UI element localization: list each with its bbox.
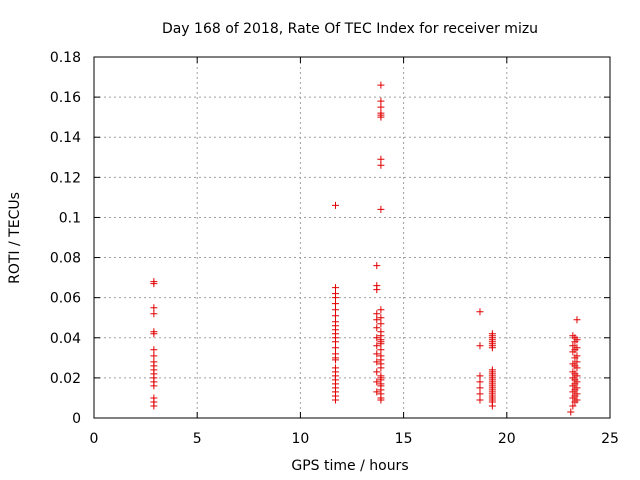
chart-title: Day 168 of 2018, Rate Of TEC Index for r… (162, 21, 538, 37)
data-point (377, 205, 385, 213)
data-point (150, 304, 158, 312)
data-point (476, 308, 484, 316)
data-point (573, 364, 581, 372)
data-point (373, 316, 381, 324)
data-point (331, 306, 339, 314)
data-point (569, 402, 577, 410)
data-point (373, 388, 381, 396)
y-tick-label: 0.04 (50, 331, 81, 347)
data-point (377, 103, 385, 111)
y-tick-label: 0.12 (50, 170, 81, 186)
data-point (331, 344, 339, 352)
x-tick-label: 5 (193, 431, 202, 447)
data-point (150, 402, 158, 410)
data-point (476, 378, 484, 386)
data-point (573, 372, 581, 380)
y-tick-label: 0.16 (50, 90, 81, 106)
data-point (373, 378, 381, 386)
data-point (373, 368, 381, 376)
data-point (150, 330, 158, 338)
data-point (377, 346, 385, 354)
y-tick-label: 0.18 (50, 50, 81, 66)
data-point (488, 344, 496, 352)
data-point (373, 324, 381, 332)
data-point (377, 340, 385, 348)
data-point (331, 284, 339, 292)
data-point (377, 306, 385, 314)
data-point (377, 396, 385, 404)
data-point (373, 286, 381, 294)
data-point (150, 310, 158, 318)
data-point (377, 364, 385, 372)
x-tick-label: 25 (601, 431, 619, 447)
data-point (377, 81, 385, 89)
data-point (377, 155, 385, 163)
x-axis-label: GPS time / hours (291, 458, 408, 474)
data-point (377, 97, 385, 105)
y-tick-label: 0 (72, 411, 81, 427)
data-point (150, 352, 158, 360)
data-point (331, 294, 339, 302)
data-point (377, 113, 385, 121)
data-point (377, 161, 385, 169)
data-point (331, 356, 339, 364)
x-tick-label: 0 (90, 431, 99, 447)
data-point (571, 398, 579, 406)
x-tick-label: 20 (498, 431, 516, 447)
data-point (373, 334, 381, 342)
data-point (150, 280, 158, 288)
grid-lines (94, 57, 610, 418)
data-point (476, 384, 484, 392)
data-point (373, 358, 381, 366)
data-point (373, 350, 381, 358)
data-point (569, 388, 577, 396)
y-tick-label: 0.08 (50, 251, 81, 267)
data-point (373, 310, 381, 318)
x-tick-label: 10 (291, 431, 309, 447)
data-point (476, 342, 484, 350)
data-point (476, 396, 484, 404)
data-point (476, 372, 484, 380)
data-point (377, 314, 385, 322)
plot-frame (93, 56, 611, 419)
data-point (571, 338, 579, 346)
y-tick-label: 0.06 (50, 291, 81, 307)
data-point (150, 382, 158, 390)
data-point (569, 342, 577, 350)
data-point (573, 316, 581, 324)
data-point (569, 394, 577, 402)
y-tick-label: 0.02 (50, 371, 81, 387)
data-point (373, 262, 381, 270)
data-point (373, 342, 381, 350)
data-point (150, 346, 158, 354)
x-tick-label: 15 (395, 431, 413, 447)
data-point (567, 408, 575, 416)
data-point (571, 354, 579, 362)
y-axis-label: ROTI / TECUs (7, 192, 23, 284)
data-point (569, 382, 577, 390)
data-point (331, 201, 339, 209)
data-point (331, 312, 339, 320)
data-point (331, 338, 339, 346)
data-point (573, 358, 581, 366)
data-point (377, 320, 385, 328)
data-points (150, 81, 581, 416)
y-tick-label: 0.1 (59, 210, 81, 226)
data-point (476, 390, 484, 398)
y-tick-label: 0.14 (50, 130, 81, 146)
data-point (569, 348, 577, 356)
axis-ticks: 0 5 10 15 20 25 0 0.02 0.04 0.06 0.08 0.1 0.12 0.14 0.… (50, 50, 619, 447)
data-point (331, 300, 339, 308)
data-point (331, 396, 339, 404)
data-point (488, 402, 496, 410)
